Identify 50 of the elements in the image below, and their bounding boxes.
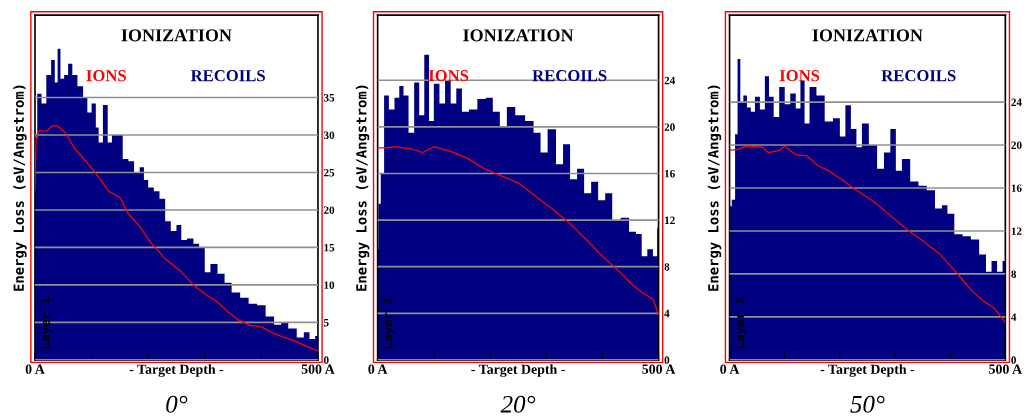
text: 50° xyxy=(850,395,885,413)
y-tick-label: 15 xyxy=(324,243,335,252)
y-tick-label: 16 xyxy=(1011,184,1022,192)
y-tick-label: 12 xyxy=(665,216,675,224)
text: IONS xyxy=(86,70,126,82)
x-tick-label: 0 A xyxy=(368,364,388,374)
y-tick-label: 4 xyxy=(664,309,670,318)
x-tick-label: 0 A xyxy=(25,364,45,374)
y-tick-label: 20 xyxy=(323,206,335,214)
x-axis-title: - Target Depth - xyxy=(471,364,565,377)
y-tick-label: 10 xyxy=(324,281,335,289)
x-tick-label: 500 A xyxy=(642,364,676,374)
x-tick-label: 500 A xyxy=(301,364,335,374)
y-tick-label: 16 xyxy=(665,169,675,178)
x-tick-label: 500 A xyxy=(989,364,1023,374)
y-tick-label: 35 xyxy=(323,94,335,102)
text: IONIZATION xyxy=(812,29,923,42)
text: IONS xyxy=(428,70,469,82)
y-tick-label: 24 xyxy=(1011,98,1022,106)
x-axis-title: - Target Depth - xyxy=(129,364,224,377)
y-axis-title: Energy Loss (eV/Angstrom) xyxy=(707,85,722,291)
y-tick-label: 0 xyxy=(323,356,329,364)
x-tick-label: 0 A xyxy=(720,364,740,374)
y-tick-label: 0 xyxy=(1011,356,1017,364)
y-tick-label: 20 xyxy=(1011,141,1022,149)
text: RECOILS xyxy=(190,70,265,82)
text: RECOILS xyxy=(881,70,956,82)
annotation: Layer 1 xyxy=(40,297,53,349)
text: IONS xyxy=(779,70,820,82)
line-series xyxy=(34,125,318,352)
y-tick-label: 0 xyxy=(664,356,670,364)
y-tick-label: 8 xyxy=(664,263,670,271)
text: IONIZATION xyxy=(121,29,232,42)
y-tick-label: 12 xyxy=(1011,227,1022,235)
y-axis-title: Energy Loss (eV/Angstrom) xyxy=(13,85,27,291)
text: 0° xyxy=(166,395,188,413)
y-tick-label: 25 xyxy=(323,168,335,177)
text: IONIZATION xyxy=(463,29,574,42)
y-tick-label: 8 xyxy=(1011,270,1017,278)
y-tick-label: 30 xyxy=(323,131,335,139)
annotation: Layer 1 xyxy=(383,297,395,349)
y-axis-title: Energy Loss (eV/Angstrom) xyxy=(355,85,370,291)
y-tick-label: 24 xyxy=(664,76,676,85)
series-label: RECOILS xyxy=(532,70,607,82)
y-tick-label: 4 xyxy=(1011,313,1017,321)
y-tick-label: 20 xyxy=(664,123,675,131)
y-tick-label: 5 xyxy=(323,318,329,327)
text: 20° xyxy=(500,395,536,413)
x-axis-title: - Target Depth - xyxy=(820,364,915,377)
annotation: Layer 1 xyxy=(734,297,747,349)
